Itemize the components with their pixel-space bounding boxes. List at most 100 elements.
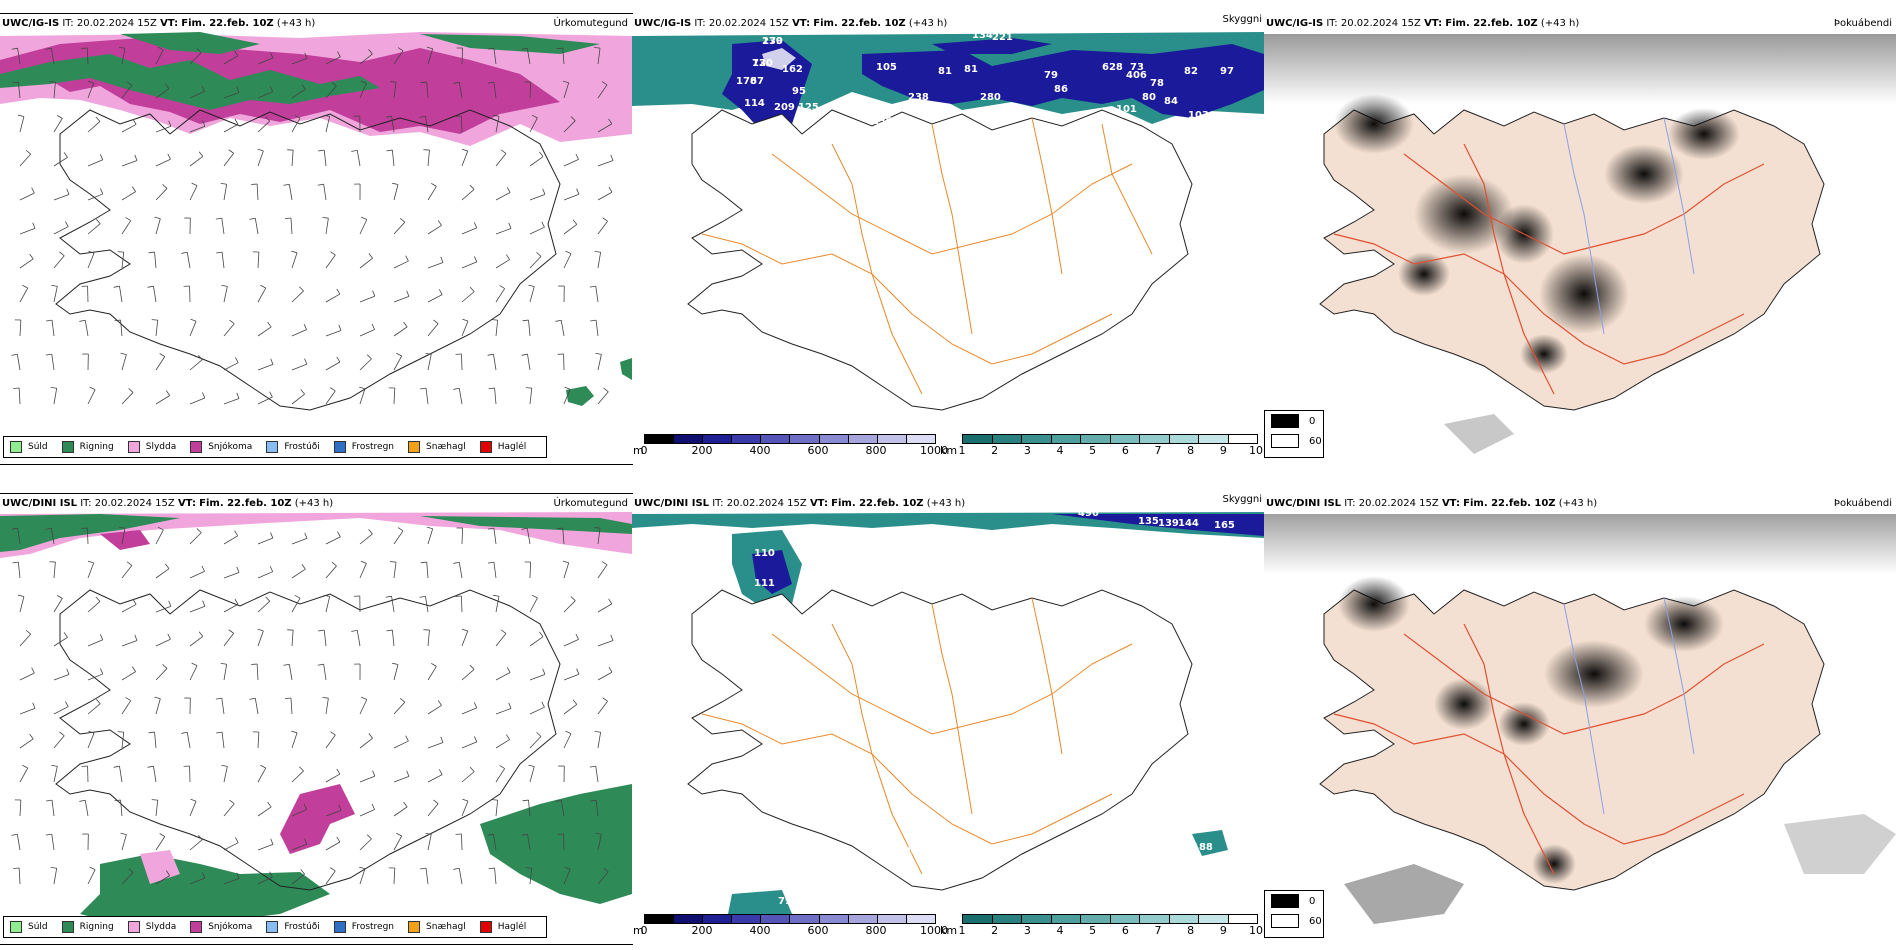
wind-barb-flag xyxy=(201,565,205,572)
visibility-value: 279 xyxy=(762,36,783,47)
wind-barb-flag xyxy=(249,697,256,700)
wind-barb-flag xyxy=(167,633,171,640)
wind-barb-flag xyxy=(50,866,57,869)
wind-barb-flag xyxy=(190,798,197,802)
wind-barb-flag xyxy=(555,319,562,322)
wind-barb xyxy=(189,397,205,405)
legend-item: Rigning xyxy=(61,921,114,933)
wind-barb xyxy=(597,834,602,851)
wind-barb xyxy=(17,82,21,99)
fog-sea xyxy=(1264,514,1896,924)
wind-barb xyxy=(563,159,579,167)
wind-barb-flag xyxy=(134,154,138,161)
wind-barb-flag xyxy=(499,285,505,289)
iceland-land xyxy=(1319,589,1825,891)
wind-barb-flag xyxy=(154,216,161,219)
scale-segment xyxy=(992,435,1022,443)
wind-barb-flag xyxy=(603,867,609,873)
scale-segment xyxy=(1140,915,1170,923)
wind-barb-flag xyxy=(453,81,460,84)
wind-barb xyxy=(493,562,497,579)
wind-barb-flag xyxy=(11,527,18,530)
wind-barb-flag xyxy=(420,387,427,390)
wind-barb-flag xyxy=(531,114,538,119)
wind-barb xyxy=(19,596,25,613)
wind-barb xyxy=(155,529,164,545)
wind-barb-flag xyxy=(304,838,308,845)
wind-barb-flag xyxy=(338,324,342,331)
wind-barb-flag xyxy=(564,386,571,390)
wind-barb xyxy=(595,800,599,817)
wind-barb-flag xyxy=(440,736,444,743)
wind-barb-flag xyxy=(113,765,120,768)
init-time: 20.02.2024 15Z xyxy=(76,18,157,29)
legend-item: Súld xyxy=(10,921,48,933)
wind-barb-flag xyxy=(461,628,468,632)
wind-barb-flag xyxy=(556,527,563,530)
visibility-value: 114 xyxy=(744,98,765,109)
wind-barb-flag xyxy=(437,220,442,226)
wind-barb-flag xyxy=(386,629,393,632)
wind-barb-flag xyxy=(270,358,274,365)
wind-barb xyxy=(393,740,409,749)
panel-label: Úrkomutegund xyxy=(553,498,628,509)
fog-legend: 0 60 xyxy=(1264,410,1324,458)
wind-barb xyxy=(393,701,406,715)
wind-barb-flag xyxy=(351,629,358,632)
wind-barb-flag xyxy=(79,319,86,322)
wind-barb xyxy=(325,810,342,817)
wind-barb xyxy=(359,53,373,65)
init-time: 20.02.2024 15Z xyxy=(1358,498,1439,509)
wind-barb-flag xyxy=(425,352,432,355)
wind-barb xyxy=(254,218,259,235)
precip-map xyxy=(0,512,632,924)
wind-barb-flag xyxy=(197,834,203,840)
scale-unit: km xyxy=(940,924,958,937)
wind-barb xyxy=(257,120,271,133)
wind-barb-flag xyxy=(132,186,136,192)
panel-header: UWC/DINI ISL IT: 20.02.2024 15Z VT: Fim.… xyxy=(1264,494,1896,514)
legend-swatch xyxy=(333,441,346,453)
wind-barb xyxy=(221,732,225,749)
wind-barb xyxy=(51,528,55,545)
wind-barb-flag xyxy=(528,764,535,767)
visibility-value: 209 xyxy=(774,102,795,113)
visibility-value: 144 xyxy=(1178,518,1199,529)
wind-barb-flag xyxy=(359,866,366,870)
wind-barb-flag xyxy=(425,832,432,835)
legend-item: Frostregn xyxy=(333,921,394,933)
wind-barb xyxy=(359,329,375,337)
wind-barb xyxy=(53,194,70,201)
wind-barb-flag xyxy=(330,731,336,736)
visibility-value: 221 xyxy=(992,32,1013,43)
wind-barb xyxy=(257,571,273,579)
wind-barb xyxy=(16,354,21,371)
wind-barb xyxy=(186,252,191,269)
wind-barb xyxy=(257,326,272,337)
wind-barb-flag xyxy=(602,217,608,222)
wind-barb xyxy=(495,153,507,167)
panel-header: UWC/IG-IS IT: 20.02.2024 15Z VT: Fim. 22… xyxy=(632,14,1264,34)
wind-barb xyxy=(458,562,463,579)
wind-barb-flag xyxy=(403,321,408,328)
wind-barb-flag xyxy=(594,527,601,529)
wind-barb xyxy=(427,803,439,817)
wind-barb-flag xyxy=(51,284,58,287)
wind-barb-flag xyxy=(531,594,538,599)
wind-barb-flag xyxy=(128,388,134,393)
wind-barb xyxy=(529,706,545,715)
wind-barb xyxy=(393,806,408,817)
wind-barb-flag xyxy=(331,561,337,567)
wind-barb-flag xyxy=(95,116,101,122)
wind-barb-flag xyxy=(601,561,608,566)
precip-map xyxy=(0,32,632,411)
wind-barb xyxy=(595,320,599,337)
wind-barb-flag xyxy=(386,149,393,152)
wind-barb xyxy=(529,868,533,885)
wind-barb xyxy=(120,320,123,337)
wind-barb xyxy=(121,528,126,545)
wind-barb-flag xyxy=(595,352,602,355)
wind-barb xyxy=(461,261,477,269)
wind-barb-flag xyxy=(257,148,264,152)
wind-barb-flag xyxy=(318,149,325,152)
